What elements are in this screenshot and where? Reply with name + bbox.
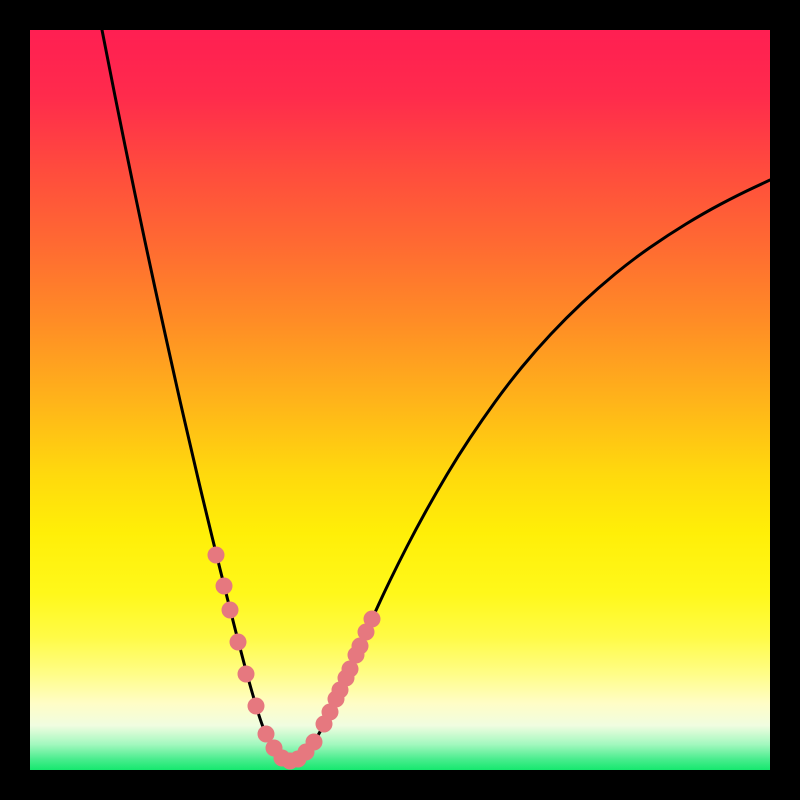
data-marker xyxy=(248,698,265,715)
chart-frame: TheBottleneck.com xyxy=(30,30,770,770)
data-marker xyxy=(306,734,323,751)
bottleneck-chart xyxy=(30,30,770,770)
data-marker xyxy=(238,666,255,683)
data-marker xyxy=(230,634,247,651)
data-marker xyxy=(208,547,225,564)
data-marker xyxy=(364,611,381,628)
data-marker xyxy=(216,578,233,595)
data-marker xyxy=(222,602,239,619)
gradient-background xyxy=(30,30,770,770)
